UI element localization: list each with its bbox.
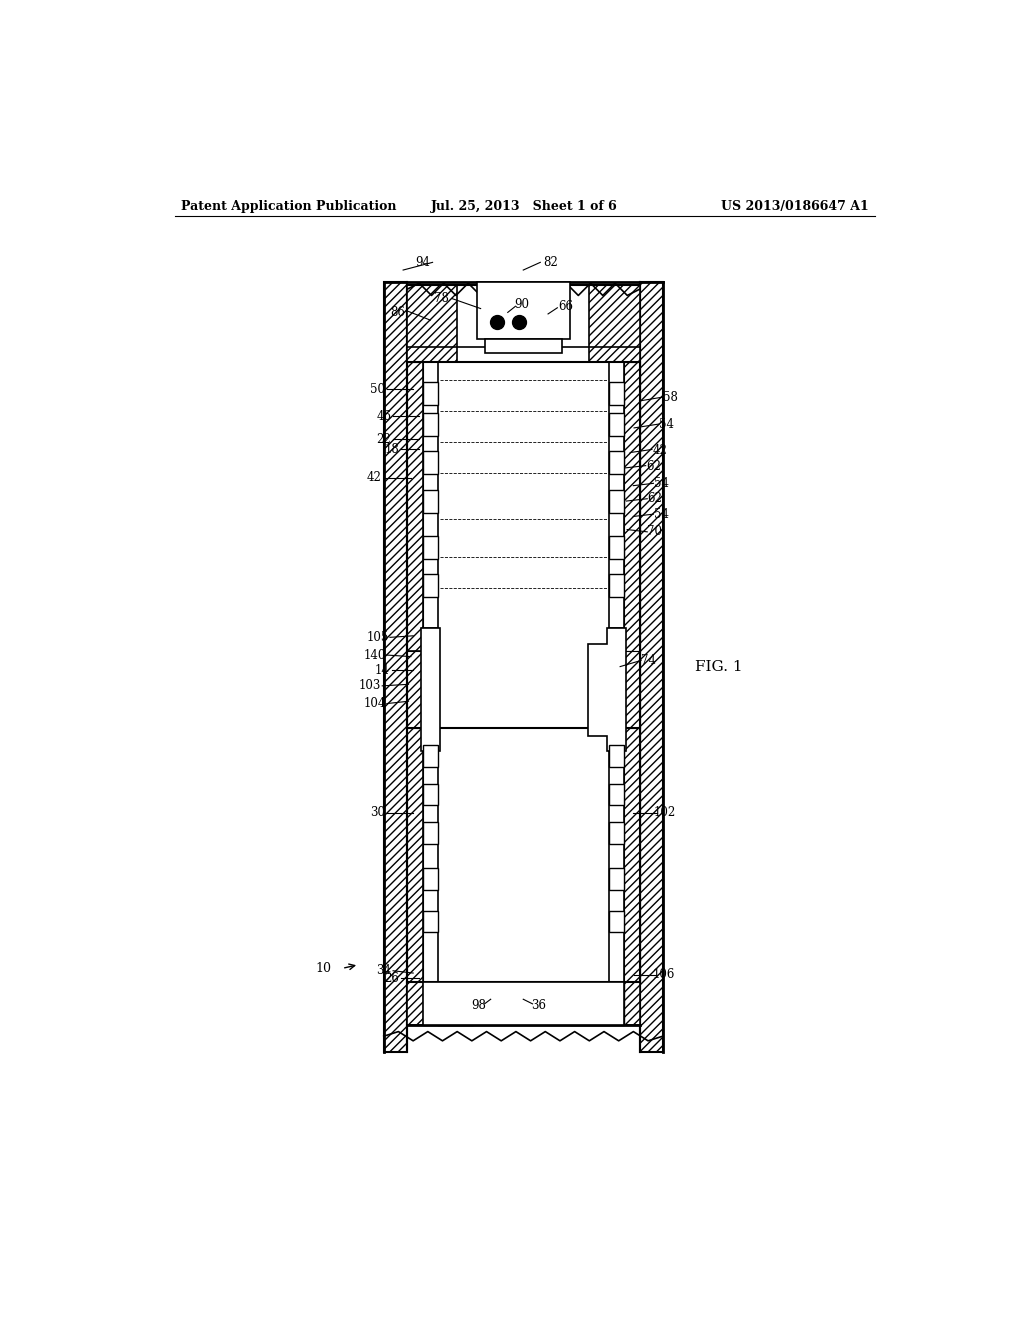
Bar xyxy=(407,729,423,982)
Text: 58: 58 xyxy=(664,391,678,404)
Bar xyxy=(407,651,423,729)
Bar xyxy=(624,729,640,982)
Bar xyxy=(423,982,624,1024)
Text: 86: 86 xyxy=(390,306,406,319)
Bar xyxy=(608,822,624,843)
Text: 102: 102 xyxy=(653,807,676,820)
Bar xyxy=(423,574,438,598)
Bar xyxy=(608,628,624,659)
Text: 26: 26 xyxy=(384,972,399,985)
Text: 82: 82 xyxy=(543,256,558,269)
Bar xyxy=(608,490,624,512)
Bar xyxy=(423,413,438,436)
Bar xyxy=(477,281,569,339)
Text: FIG. 1: FIG. 1 xyxy=(694,660,742,673)
Bar xyxy=(608,451,624,474)
Bar xyxy=(423,911,438,932)
Polygon shape xyxy=(588,628,626,751)
Bar xyxy=(407,285,458,363)
Bar xyxy=(608,721,624,751)
Bar xyxy=(423,490,438,512)
Text: 98: 98 xyxy=(471,999,485,1012)
Bar xyxy=(423,784,438,805)
Text: 34: 34 xyxy=(376,964,391,977)
Bar xyxy=(423,721,438,751)
Text: 140: 140 xyxy=(364,648,386,661)
Bar xyxy=(407,363,423,651)
Bar xyxy=(423,869,438,890)
Bar xyxy=(407,982,473,1024)
Bar xyxy=(640,281,663,1052)
Bar xyxy=(423,381,438,405)
Text: 74: 74 xyxy=(641,653,656,667)
Text: 94: 94 xyxy=(415,256,430,269)
Text: 106: 106 xyxy=(653,968,676,981)
Text: 18: 18 xyxy=(384,444,399,455)
Text: 104: 104 xyxy=(364,697,386,710)
Bar xyxy=(423,451,438,474)
Text: 50: 50 xyxy=(370,383,385,396)
Bar xyxy=(589,285,640,363)
Polygon shape xyxy=(421,628,440,751)
Text: 10: 10 xyxy=(315,962,331,975)
Bar xyxy=(423,536,438,558)
Text: US 2013/0186647 A1: US 2013/0186647 A1 xyxy=(721,199,869,213)
Bar xyxy=(608,911,624,932)
Bar xyxy=(608,536,624,558)
Text: 42: 42 xyxy=(367,471,382,484)
Text: 42: 42 xyxy=(652,445,667,458)
Bar xyxy=(624,363,640,651)
Text: 54: 54 xyxy=(653,477,669,490)
Bar xyxy=(484,339,562,354)
Bar xyxy=(569,982,624,1024)
Text: 62: 62 xyxy=(647,492,663,506)
Bar xyxy=(624,651,640,729)
Bar xyxy=(423,628,438,659)
Text: 30: 30 xyxy=(370,807,385,820)
Bar xyxy=(608,413,624,436)
Bar xyxy=(423,982,473,1024)
Text: 66: 66 xyxy=(558,300,573,313)
Bar xyxy=(423,744,438,767)
Text: 46: 46 xyxy=(376,409,391,422)
Text: Jul. 25, 2013   Sheet 1 of 6: Jul. 25, 2013 Sheet 1 of 6 xyxy=(431,199,618,213)
Bar xyxy=(569,982,640,1024)
Text: 14: 14 xyxy=(375,664,390,677)
Bar xyxy=(608,869,624,890)
Text: 54: 54 xyxy=(659,417,674,430)
Bar xyxy=(423,822,438,843)
Text: 103: 103 xyxy=(358,680,381,693)
Bar xyxy=(608,381,624,405)
Text: 54: 54 xyxy=(653,508,669,520)
Text: 105: 105 xyxy=(367,631,389,644)
Bar xyxy=(608,784,624,805)
Bar xyxy=(608,744,624,767)
Bar xyxy=(608,574,624,598)
Text: Patent Application Publication: Patent Application Publication xyxy=(180,199,396,213)
Text: 36: 36 xyxy=(531,999,546,1012)
Text: 90: 90 xyxy=(514,298,529,312)
Bar xyxy=(384,281,407,1052)
Text: 22: 22 xyxy=(377,433,391,446)
Text: 78: 78 xyxy=(434,292,450,305)
Text: 70: 70 xyxy=(647,525,663,539)
Text: 62: 62 xyxy=(646,459,660,473)
